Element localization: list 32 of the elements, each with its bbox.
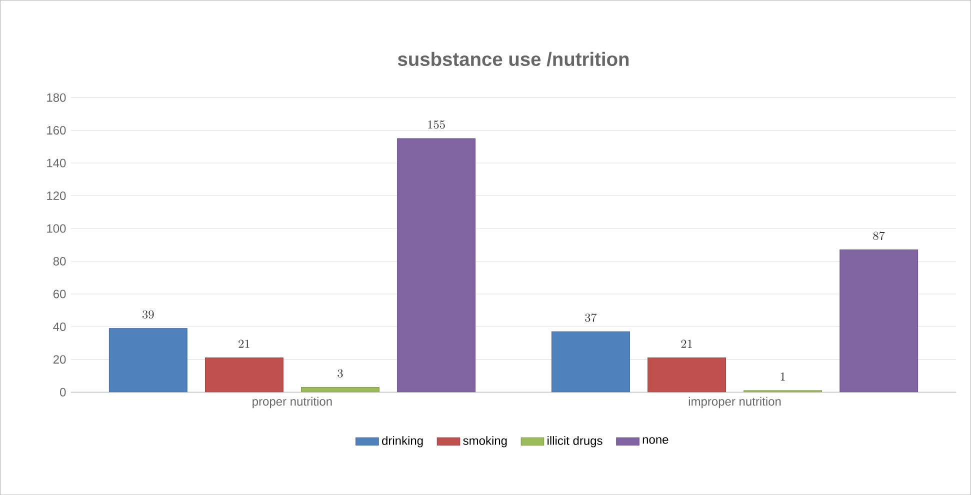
y-tick-label: 0 — [60, 388, 66, 396]
data-label: 155 — [428, 120, 445, 129]
data-label: 21 — [238, 340, 250, 348]
data-label: 1 — [780, 372, 785, 380]
bar — [108, 328, 188, 392]
bar — [397, 138, 476, 392]
y-tick-label: 180 — [47, 93, 66, 102]
y-tick-label: 120 — [47, 191, 66, 200]
bar — [301, 387, 380, 392]
bar — [648, 357, 726, 392]
data-label: 21 — [681, 340, 692, 348]
y-tick-label: 160 — [47, 126, 66, 135]
data-label: 87 — [873, 232, 885, 240]
legend-label: none — [642, 437, 668, 444]
bar — [840, 249, 918, 392]
y-tick-label: 140 — [47, 158, 66, 168]
legend-label: illicit drugs — [548, 436, 602, 448]
x-tick-label: proper nutrition — [252, 396, 332, 408]
data-label: 37 — [585, 313, 597, 322]
chart-title: susbstance use /nutrition — [398, 52, 629, 66]
bar — [552, 331, 630, 392]
y-tick-label: 20 — [53, 355, 66, 364]
y-tick-label: 40 — [53, 322, 66, 331]
y-tick-label: 60 — [53, 290, 66, 298]
y-tick-label: 80 — [53, 256, 66, 266]
x-tick-label: improper nutrition — [688, 396, 781, 408]
bar — [204, 357, 284, 392]
legend-label: drinking — [382, 436, 423, 448]
legend-label: smoking — [463, 436, 507, 448]
data-label: 3 — [338, 369, 343, 378]
y-tick-label: 100 — [47, 224, 66, 233]
data-label: 39 — [142, 310, 154, 319]
